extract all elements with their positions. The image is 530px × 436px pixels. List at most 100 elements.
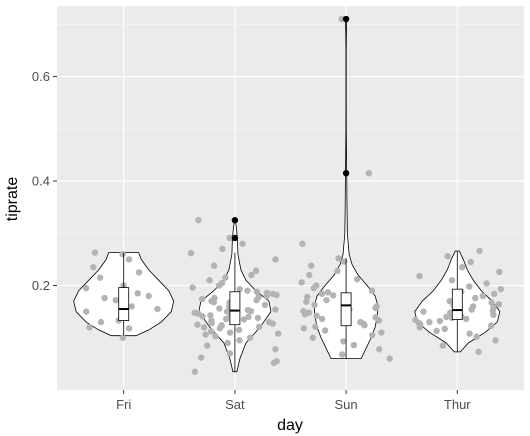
- jitter-point: [313, 282, 320, 289]
- jitter-point: [340, 338, 347, 345]
- jitter-point: [305, 309, 313, 316]
- jitter-point: [273, 358, 280, 365]
- jitter-point: [197, 354, 205, 361]
- jitter-point: [112, 296, 119, 304]
- jitter-point: [101, 294, 108, 302]
- jitter-point: [334, 267, 341, 275]
- jitter-point: [226, 329, 234, 336]
- jitter-point: [200, 324, 208, 331]
- jitter-point: [473, 333, 480, 340]
- jitter-point: [252, 267, 260, 275]
- jitter-point: [191, 309, 198, 316]
- jitter-point: [211, 294, 218, 302]
- jitter-point: [475, 348, 482, 356]
- x-tick-label-sun: Sun: [335, 397, 358, 412]
- jitter-point: [365, 169, 373, 177]
- jitter-point: [125, 325, 133, 332]
- jitter-point: [187, 249, 195, 257]
- jitter-point: [350, 341, 358, 349]
- jitter-point: [134, 290, 141, 297]
- jitter-point: [189, 284, 196, 291]
- jitter-point: [265, 318, 273, 326]
- box-fri: [118, 287, 130, 321]
- jitter-point: [235, 326, 243, 334]
- jitter-point: [83, 308, 90, 315]
- jitter-point: [466, 283, 473, 290]
- jitter-point: [308, 262, 315, 269]
- jitter-point: [335, 255, 342, 262]
- jitter-point: [466, 330, 473, 337]
- jitter-point: [368, 331, 376, 339]
- jitter-point: [496, 268, 503, 276]
- jitter-point: [212, 332, 219, 340]
- jitter-point: [492, 337, 499, 344]
- jitter-point: [330, 292, 337, 299]
- box-sat: [229, 291, 241, 326]
- jitter-point: [239, 240, 246, 247]
- jitter-point: [321, 327, 329, 334]
- x-axis-title: day: [277, 417, 303, 434]
- jitter-point: [469, 303, 477, 310]
- jitter-point: [426, 318, 433, 326]
- jitter-point: [309, 334, 316, 341]
- jitter-point: [483, 280, 490, 287]
- y-axis-title: tiprate: [4, 177, 21, 222]
- jitter-point: [386, 355, 393, 362]
- jitter-point: [125, 256, 133, 263]
- jitter-point: [222, 315, 230, 323]
- jitter-point: [82, 284, 90, 292]
- jitter-point: [272, 306, 279, 313]
- jitter-point: [448, 277, 456, 284]
- jitter-point: [446, 297, 453, 305]
- jitter-point: [439, 342, 447, 349]
- jitter-point: [339, 351, 346, 358]
- box-thur: [451, 288, 463, 320]
- jitter-point: [191, 368, 199, 375]
- jitter-point: [219, 279, 226, 287]
- jitter-point: [119, 250, 126, 258]
- x-tick-label-fri: Fri: [116, 397, 131, 412]
- jitter-point: [436, 317, 444, 325]
- jitter-point: [272, 256, 279, 263]
- jitter-point: [372, 314, 379, 321]
- x-tick-label-sat: Sat: [225, 397, 245, 412]
- jitter-point: [373, 303, 380, 310]
- jitter-point: [444, 253, 451, 260]
- jitter-point: [91, 249, 99, 256]
- jitter-point: [97, 318, 105, 326]
- y-tick-label: 0.6: [32, 69, 50, 84]
- jitter-point: [490, 290, 498, 298]
- jitter-point: [433, 327, 440, 335]
- jitter-point: [253, 288, 261, 295]
- jitter-point: [272, 346, 279, 353]
- jitter-point: [226, 234, 233, 242]
- jitter-point: [487, 322, 495, 329]
- jitter-point: [304, 293, 311, 301]
- jitter-point: [378, 329, 385, 336]
- jitter-point: [119, 334, 127, 341]
- jitter-point: [368, 287, 376, 294]
- jitter-point: [248, 271, 255, 279]
- jitter-point: [488, 299, 495, 306]
- jitter-point: [254, 314, 262, 322]
- jitter-point: [246, 334, 254, 341]
- jitter-point: [412, 316, 419, 324]
- jitter-point: [128, 303, 135, 310]
- jitter-point: [204, 342, 211, 349]
- y-tick-label: 0.2: [32, 278, 50, 293]
- jitter-point: [261, 301, 269, 309]
- jitter-point: [226, 350, 234, 357]
- jitter-point: [416, 272, 423, 280]
- jitter-point: [323, 296, 330, 304]
- jitter-point: [255, 293, 262, 301]
- jitter-point: [90, 264, 97, 271]
- jitter-point: [202, 331, 209, 338]
- jitter-point: [236, 337, 243, 344]
- jitter-point: [472, 294, 479, 302]
- jitter-point: [207, 328, 215, 335]
- jitter-point: [194, 321, 201, 328]
- jitter-point: [476, 247, 483, 255]
- jitter-point: [300, 307, 307, 315]
- jitter-point: [313, 312, 320, 320]
